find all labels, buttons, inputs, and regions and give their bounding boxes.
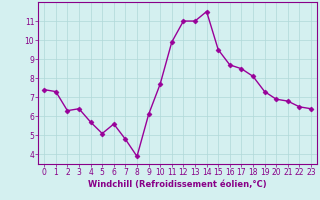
X-axis label: Windchill (Refroidissement éolien,°C): Windchill (Refroidissement éolien,°C): [88, 180, 267, 189]
